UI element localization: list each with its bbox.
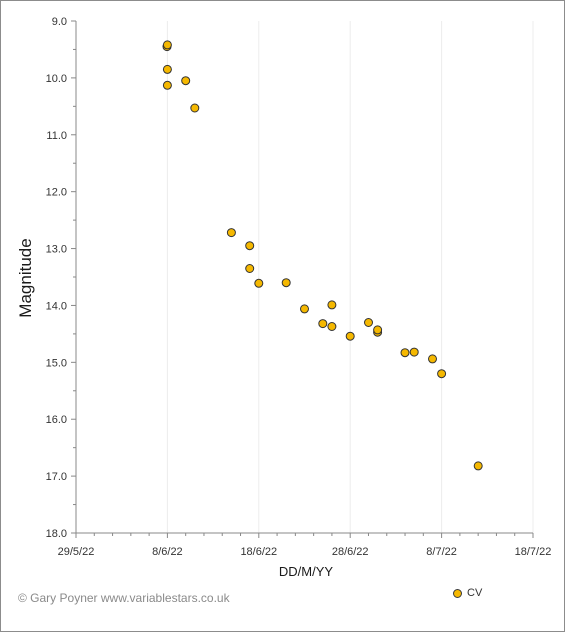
y-tick-label: 18.0 — [46, 528, 67, 540]
x-axis-title: DD/M/YY — [279, 564, 334, 579]
legend-marker-icon — [453, 588, 462, 598]
data-point — [373, 325, 383, 335]
x-tick-label: 18/7/22 — [515, 546, 552, 558]
legend: CV — [453, 587, 482, 599]
y-tick-label: 10.0 — [46, 73, 67, 85]
data-point — [473, 461, 483, 471]
y-axis-ticks: 9.0 10.0 11.0 12.0 13.0 14.0 15.0 16.0 17.0 18.0 — [46, 16, 76, 540]
y-tick-label: 17.0 — [46, 471, 67, 483]
copyright-text: © Gary Poyner www.variablestars.co.uk — [18, 591, 230, 605]
y-tick-label: 15.0 — [46, 357, 67, 369]
data-point — [245, 264, 255, 273]
data-point — [437, 369, 447, 379]
data-points — [162, 40, 483, 471]
grid-lines — [166, 21, 534, 533]
data-point — [245, 241, 255, 251]
x-tick-label: 8/7/22 — [426, 546, 457, 558]
x-tick-label: 29/5/22 — [58, 546, 95, 558]
y-tick-label: 13.0 — [46, 244, 67, 256]
data-point — [409, 347, 419, 357]
axes — [75, 21, 533, 534]
x-tick-label: 8/6/22 — [152, 546, 183, 558]
y-tick-label: 9.0 — [52, 16, 67, 28]
data-point — [300, 304, 309, 314]
x-tick-label: 28/6/22 — [332, 546, 369, 558]
y-tick-label: 16.0 — [46, 414, 67, 426]
y-axis-title: Magnitude — [16, 238, 35, 317]
x-axis-ticks: 29/5/22 8/6/22 18/6/22 28/6/22 8/7/22 18/7/22 — [58, 533, 552, 558]
data-point — [400, 348, 410, 358]
data-point — [181, 76, 191, 86]
x-tick-label: 18/6/22 — [240, 546, 277, 558]
data-point — [254, 278, 264, 288]
data-point — [327, 322, 337, 331]
data-point — [190, 103, 200, 113]
y-tick-label: 14.0 — [46, 300, 67, 312]
data-point — [162, 40, 172, 50]
data-point — [162, 80, 172, 90]
data-point — [428, 354, 437, 364]
data-point — [364, 318, 373, 327]
data-point — [345, 331, 355, 341]
y-tick-label: 12.0 — [46, 187, 67, 199]
data-point — [318, 319, 328, 329]
legend-label: CV — [467, 587, 483, 599]
data-point — [281, 278, 291, 288]
y-tick-label: 11.0 — [46, 130, 67, 142]
data-point — [162, 64, 172, 74]
data-point — [327, 300, 337, 310]
data-point — [226, 228, 236, 238]
